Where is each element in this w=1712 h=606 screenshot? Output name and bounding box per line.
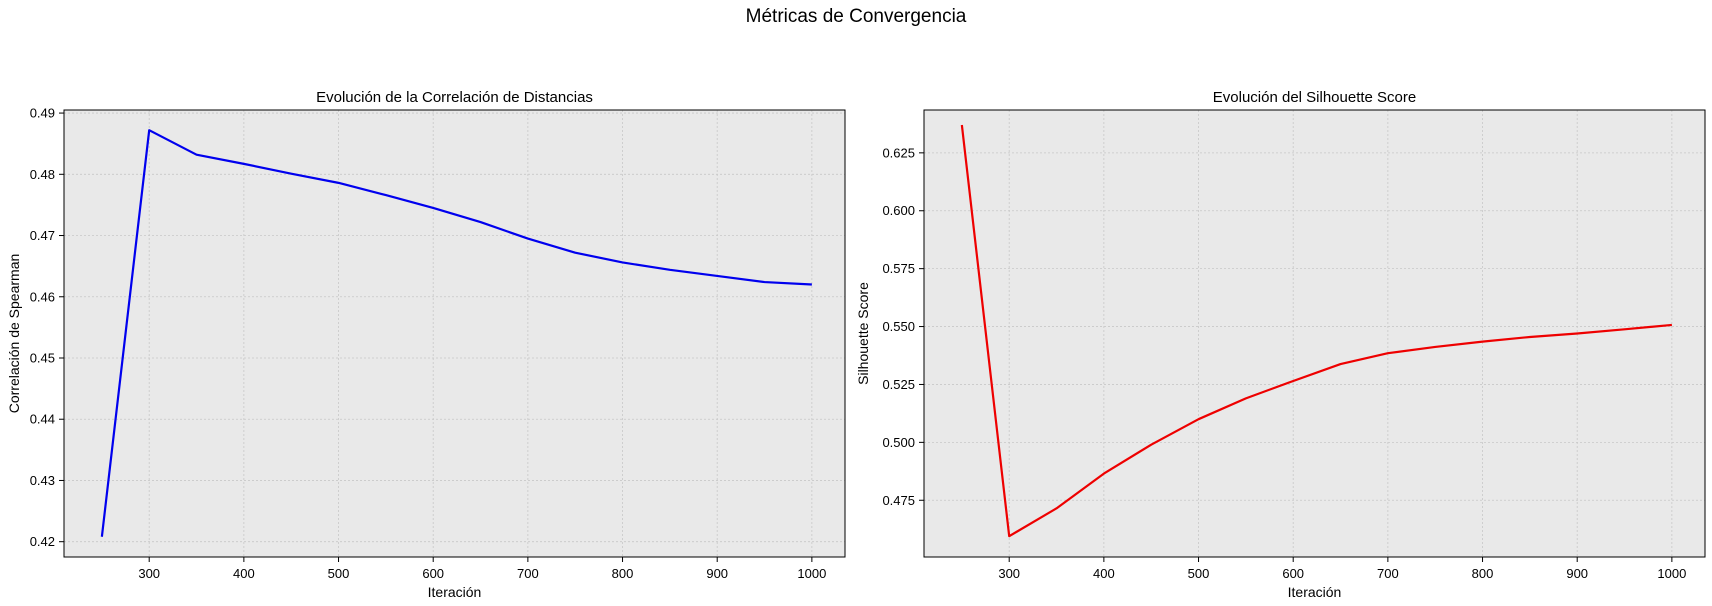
x-axis-label: Iteración (428, 584, 482, 600)
y-tick-label: 0.49 (30, 106, 55, 121)
axes-frame (923, 109, 1706, 558)
series-line (100, 129, 812, 537)
figure-title: Métricas de Convergencia (745, 6, 967, 27)
x-tick-label: 600 (422, 566, 444, 581)
y-tick-label: 0.47 (30, 228, 55, 243)
x-tick-label: 800 (612, 566, 634, 581)
x-tick-label: 800 (1472, 566, 1494, 581)
y-tick-label: 0.550 (882, 319, 915, 334)
y-tick-label: 0.575 (882, 261, 915, 276)
y-axis-label: Silhouette Score (855, 282, 871, 385)
y-tick-label: 0.45 (30, 350, 55, 365)
y-tick-label: 0.600 (882, 203, 915, 218)
x-tick-label: 700 (1377, 566, 1399, 581)
x-axis-label: Iteración (1288, 584, 1342, 600)
x-tick-label: 300 (998, 566, 1020, 581)
y-tick-label: 0.48 (30, 167, 55, 182)
x-tick-label: 900 (1566, 566, 1588, 581)
y-tick-label: 0.46 (30, 289, 55, 304)
y-tick-label: 0.625 (882, 145, 915, 160)
plot-area (64, 110, 845, 557)
y-tick-label: 0.475 (882, 493, 915, 508)
y-tick-label: 0.43 (30, 473, 55, 488)
x-tick-label: 400 (233, 566, 255, 581)
x-tick-label: 500 (1188, 566, 1210, 581)
x-tick-label: 1000 (797, 566, 826, 581)
chart-title: Evolución de la Correlación de Distancia… (316, 89, 593, 106)
x-tick-label: 400 (1093, 566, 1115, 581)
x-tick-label: 1000 (1657, 566, 1686, 581)
series-line (960, 124, 1672, 538)
y-axis-label: Correlación de Spearman (6, 254, 22, 414)
y-tick-label: 0.500 (882, 435, 915, 450)
panel-left: 300 400 500 600 700 800 900 1000 0.42 0.43 0.44 0.4… (6, 89, 846, 600)
axes-frame (63, 109, 846, 558)
x-tick-label: 700 (517, 566, 539, 581)
x-tick-label: 600 (1282, 566, 1304, 581)
panel-right: 300 400 500 600 700 800 900 1000 0.475 0.500 0.525… (855, 89, 1706, 600)
x-tick-label: 900 (706, 566, 728, 581)
x-tick-label: 300 (138, 566, 160, 581)
y-tick-label: 0.44 (30, 412, 55, 427)
chart-title: Evolución del Silhouette Score (1213, 89, 1416, 106)
x-tick-label: 500 (328, 566, 350, 581)
y-tick-label: 0.525 (882, 377, 915, 392)
y-tick-label: 0.42 (30, 534, 55, 549)
